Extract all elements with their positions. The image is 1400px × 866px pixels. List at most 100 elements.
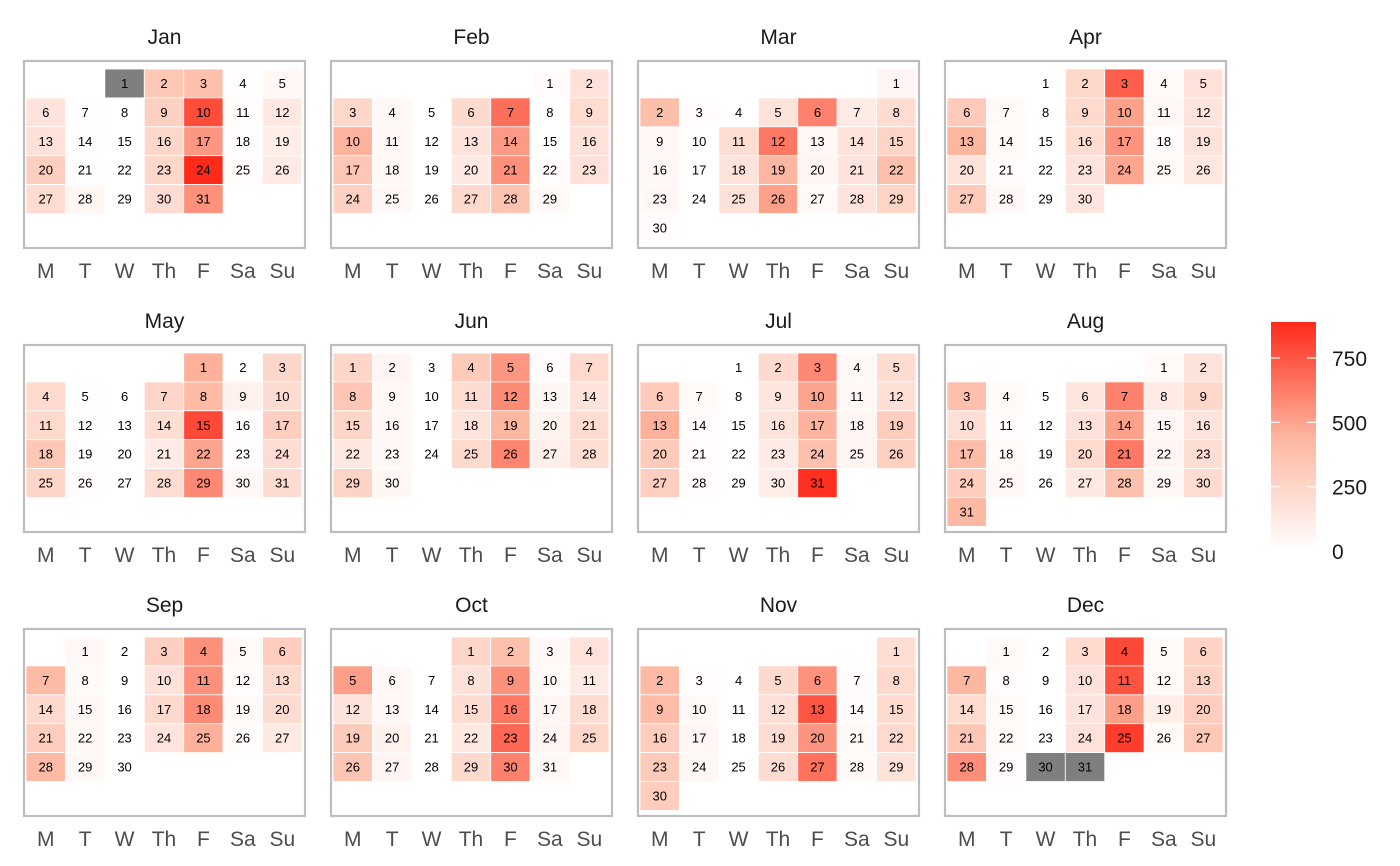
day-cell xyxy=(718,155,759,185)
day-label: 12 xyxy=(1196,105,1210,120)
day-cell xyxy=(876,752,917,782)
day-cell xyxy=(1183,155,1224,185)
day-label: 11 xyxy=(1118,673,1132,688)
weekday-label: W xyxy=(422,544,442,567)
day-cell xyxy=(25,694,66,725)
day-label: 14 xyxy=(850,134,864,149)
day-cell xyxy=(332,723,373,754)
day-cell xyxy=(679,752,720,782)
day-cell xyxy=(876,184,917,214)
day-label: 4 xyxy=(735,105,742,120)
day-label: 27 xyxy=(810,192,824,207)
day-cell xyxy=(797,126,838,157)
day-label: 22 xyxy=(1038,163,1052,178)
day-label: 22 xyxy=(345,447,359,462)
month-title: Oct xyxy=(455,594,488,617)
day-cell xyxy=(1104,468,1145,498)
day-label: 16 xyxy=(771,418,785,433)
weekday-label: T xyxy=(386,260,399,283)
day-label: 28 xyxy=(692,476,706,491)
day-label: 1 xyxy=(893,644,900,659)
day-label: 5 xyxy=(428,105,435,120)
day-cell xyxy=(1064,184,1106,214)
day-cell xyxy=(143,468,185,498)
day-cell xyxy=(1143,155,1184,185)
day-cell xyxy=(1143,410,1184,441)
day-label: 3 xyxy=(696,673,703,688)
day-cell xyxy=(876,665,917,696)
day-cell xyxy=(490,352,531,383)
day-label: 11 xyxy=(1157,105,1171,120)
day-cell xyxy=(836,723,877,754)
day-label: 24 xyxy=(543,731,557,746)
day-cell xyxy=(836,752,877,782)
day-label: 8 xyxy=(893,105,900,120)
day-cell xyxy=(25,184,66,214)
day-label: 15 xyxy=(117,134,131,149)
day-label: 2 xyxy=(389,360,396,375)
day-label: 13 xyxy=(959,134,973,149)
day-label: 7 xyxy=(1003,105,1010,120)
day-label: 14 xyxy=(999,134,1013,149)
weekday-label: F xyxy=(1118,260,1131,283)
day-cell xyxy=(876,410,917,441)
weekday-label: T xyxy=(79,828,92,851)
day-cell xyxy=(679,126,720,157)
day-label: 26 xyxy=(889,447,903,462)
weekday-label: M xyxy=(344,828,362,851)
day-cell xyxy=(450,352,492,383)
day-label: 30 xyxy=(117,760,131,775)
day-cell xyxy=(450,126,492,157)
day-label: 20 xyxy=(652,447,666,462)
day-label: 12 xyxy=(78,418,92,433)
month-title: Aug xyxy=(1067,310,1104,333)
day-label: 24 xyxy=(157,731,171,746)
day-cell xyxy=(104,468,145,498)
day-cell xyxy=(529,752,570,782)
day-label: 6 xyxy=(121,389,128,404)
day-cell xyxy=(143,694,185,725)
day-cell xyxy=(836,155,877,185)
day-label: 27 xyxy=(652,476,666,491)
day-cell xyxy=(797,723,838,754)
day-label: 16 xyxy=(652,163,666,178)
day-cell xyxy=(1143,97,1184,128)
day-label: 31 xyxy=(959,504,973,519)
day-cell xyxy=(757,468,799,498)
day-label: 2 xyxy=(160,76,167,91)
day-label: 6 xyxy=(814,105,821,120)
day-cell xyxy=(1104,381,1145,412)
day-cell xyxy=(450,752,492,782)
day-label: 9 xyxy=(656,134,663,149)
weekday-label: M xyxy=(958,828,976,851)
day-cell xyxy=(529,184,570,214)
day-label: 12 xyxy=(424,134,438,149)
day-cell xyxy=(1183,723,1224,754)
weekday-label: F xyxy=(811,260,824,283)
day-cell xyxy=(222,636,263,667)
day-cell xyxy=(797,155,838,185)
weekday-label: M xyxy=(958,260,976,283)
day-label: 7 xyxy=(507,105,514,120)
day-label: 17 xyxy=(692,731,706,746)
day-label: 23 xyxy=(771,447,785,462)
day-label: 2 xyxy=(507,644,514,659)
day-label: 16 xyxy=(236,418,250,433)
day-cell xyxy=(65,468,106,498)
weekday-label: Sa xyxy=(844,544,870,567)
day-label: 2 xyxy=(1081,76,1088,91)
day-label: 8 xyxy=(893,673,900,688)
day-label: 14 xyxy=(78,134,92,149)
day-cell xyxy=(1025,68,1066,99)
day-label: 6 xyxy=(963,105,970,120)
day-cell xyxy=(1104,665,1145,696)
day-cell xyxy=(679,381,720,412)
day-label: 31 xyxy=(810,476,824,491)
day-cell xyxy=(262,694,303,725)
day-label: 9 xyxy=(774,389,781,404)
day-cell xyxy=(332,665,373,696)
weekday-label: Sa xyxy=(230,544,256,567)
day-cell xyxy=(450,665,492,696)
day-cell xyxy=(1025,723,1066,754)
